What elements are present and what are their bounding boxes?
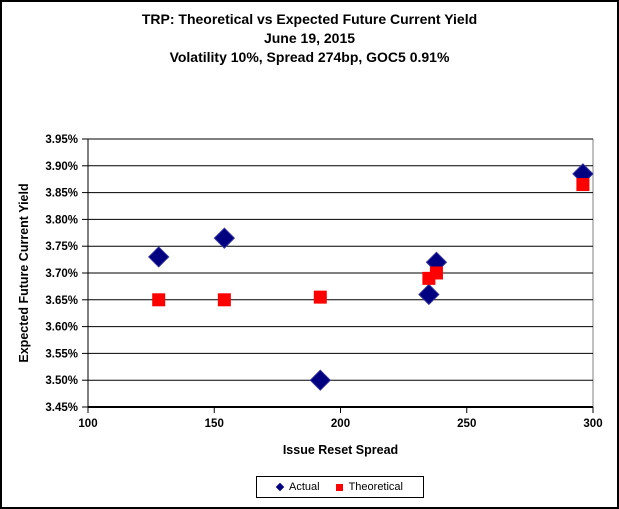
x-tick-label: 150 xyxy=(205,418,224,430)
chart-title-line-3: Volatility 10%, Spread 274bp, GOC5 0.91% xyxy=(169,49,450,65)
chart-title-line-2: June 19, 2015 xyxy=(263,30,356,46)
actual-point xyxy=(418,283,440,306)
square-marker-icon xyxy=(335,483,343,491)
y-tick-label: 3.80% xyxy=(45,214,78,226)
theoretical-point xyxy=(217,293,231,307)
chart-title: TRP: Theoretical vs Expected Future Curr… xyxy=(0,10,619,67)
actual-point xyxy=(213,227,236,249)
y-tick-label: 3.55% xyxy=(45,348,78,360)
y-axis-title: Expected Future Current Yield xyxy=(17,183,31,363)
theoretical-point xyxy=(429,266,443,280)
y-tick-label: 3.50% xyxy=(45,375,78,387)
x-axis-title: Issue Reset Spread xyxy=(282,443,399,457)
chart-title-line-1: TRP: Theoretical vs Expected Future Curr… xyxy=(141,11,478,27)
x-tick-label: 100 xyxy=(78,418,97,430)
y-tick-label: 3.60% xyxy=(45,322,78,334)
legend-label: Actual xyxy=(289,481,320,494)
actual-point xyxy=(147,246,170,268)
diamond-marker-icon xyxy=(275,482,285,492)
y-tick-label: 3.95% xyxy=(45,134,78,146)
y-tick-label: 3.45% xyxy=(45,402,78,414)
y-tick-label: 3.65% xyxy=(45,295,78,307)
y-tick-label: 3.90% xyxy=(45,161,78,173)
legend-label: Theoretical xyxy=(348,481,403,494)
y-tick-label: 3.70% xyxy=(45,268,78,280)
x-tick-label: 200 xyxy=(331,418,350,430)
theoretical-point xyxy=(576,178,590,192)
y-tick-label: 3.85% xyxy=(45,188,78,200)
actual-point xyxy=(309,369,332,391)
theoretical-point xyxy=(152,293,166,307)
legend-item-theoretical: Theoretical xyxy=(335,481,403,494)
theoretical-point xyxy=(313,290,327,304)
y-tick-label: 3.75% xyxy=(45,241,78,253)
legend-item-actual: Actual xyxy=(275,481,320,494)
x-tick-label: 300 xyxy=(583,418,602,430)
legend-box: Actual Theoretical xyxy=(256,476,424,499)
x-tick-label: 250 xyxy=(457,418,476,430)
